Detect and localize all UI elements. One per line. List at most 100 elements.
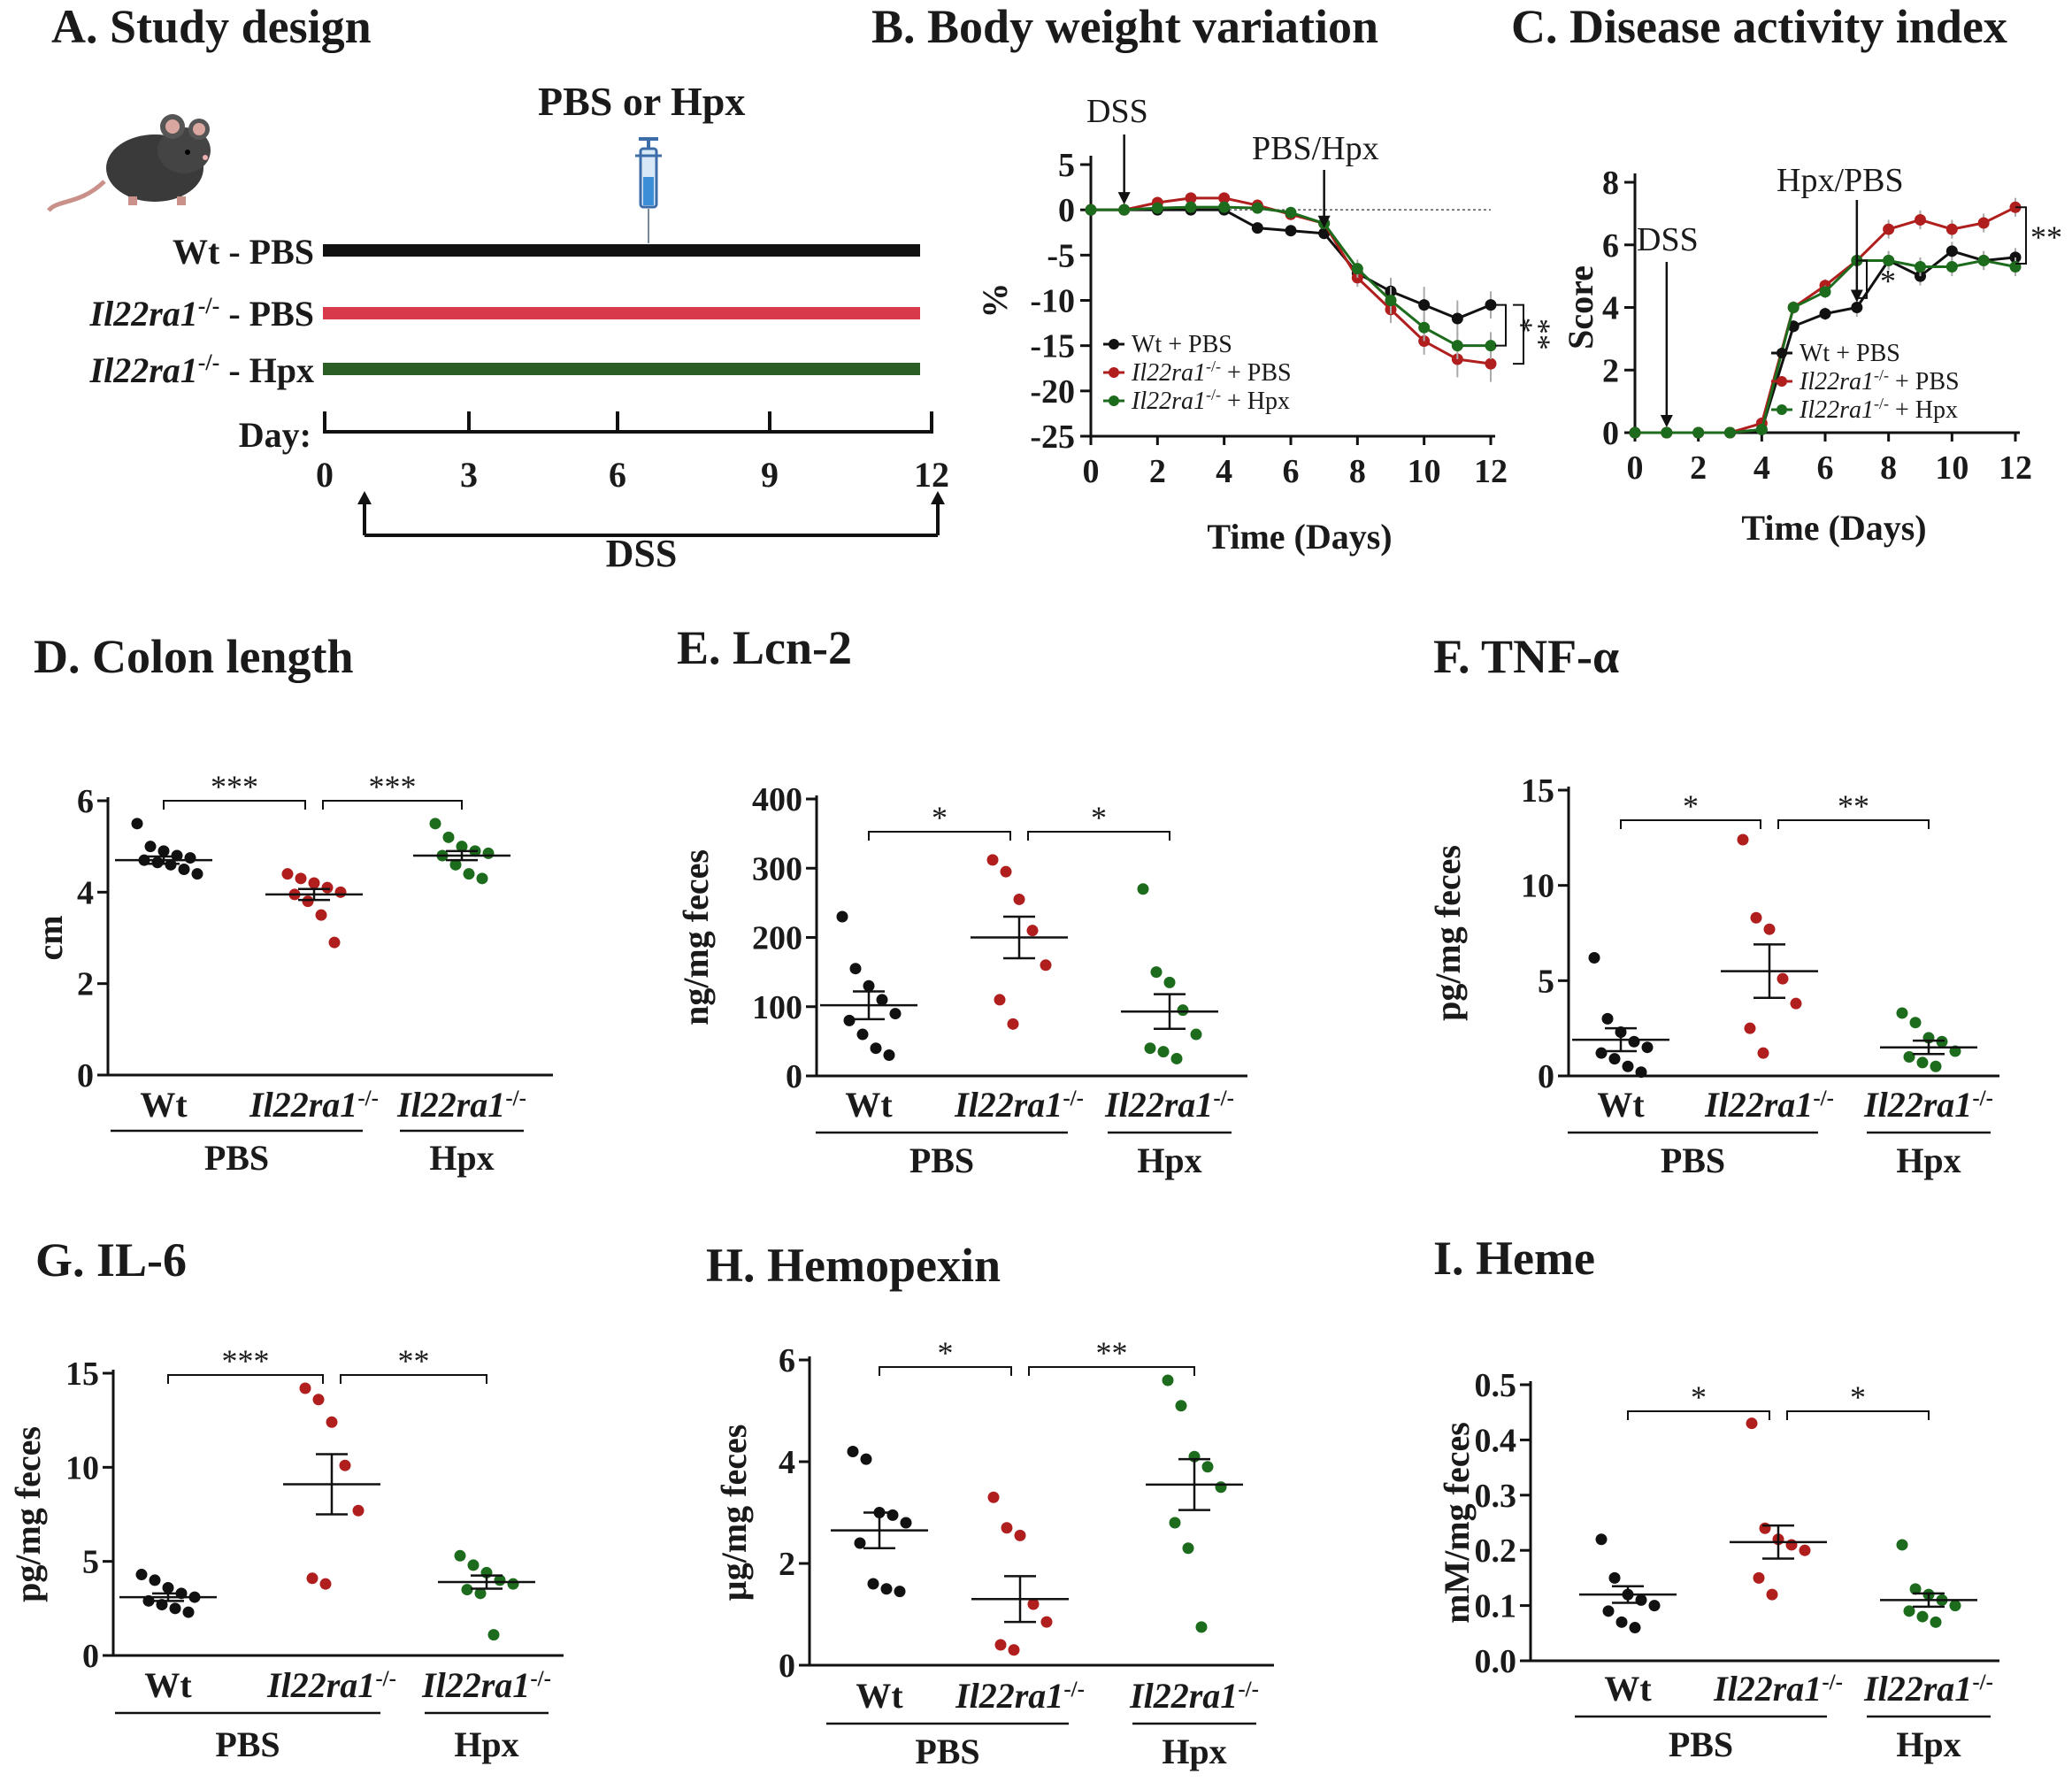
- treatment-label: Hpx: [1137, 1141, 1201, 1180]
- panel-a-study-design: A. Study design PBS or Hpx W: [47, 0, 949, 575]
- group-label: Wt: [856, 1676, 903, 1716]
- data-point: [1351, 263, 1363, 275]
- treatment-label: Hpx: [429, 1138, 494, 1178]
- x-tick-label: 12: [1999, 449, 2032, 487]
- y-axis-label: Score: [1561, 265, 1600, 349]
- data-point: [1215, 1481, 1227, 1494]
- data-point: [1451, 312, 1463, 325]
- annotation-arrowhead: [1660, 415, 1673, 427]
- data-point: [326, 1416, 338, 1428]
- significance-bracket: [868, 831, 1011, 841]
- data-point: [1385, 295, 1397, 306]
- y-tick-label: 0.1: [1475, 1588, 1517, 1625]
- data-point: [870, 1042, 882, 1055]
- panel-h-hemopexin: H. Hemopexin 0 2 4 6 µg/mg feces Wt Il22ra1-/- I…: [706, 1239, 1274, 1771]
- y-tick-label: 5: [82, 1544, 99, 1581]
- data-point: [880, 1583, 893, 1595]
- significance-label: *: [1091, 800, 1107, 835]
- data-point: [1001, 1522, 1013, 1534]
- data-point: [1648, 1600, 1661, 1612]
- data-point: [1418, 321, 1431, 334]
- mouse-icon: [47, 114, 211, 212]
- data-point: [1977, 217, 1990, 229]
- group-label: Il22ra1-/-: [396, 1085, 526, 1125]
- significance-bracket: [340, 1374, 487, 1384]
- data-point: [987, 1491, 1000, 1503]
- significance-label: **: [1838, 788, 1869, 824]
- data-point: [867, 1578, 879, 1590]
- data-point: [994, 994, 1006, 1006]
- data-point: [295, 872, 307, 885]
- y-tick-label: 0.2: [1475, 1532, 1517, 1570]
- data-point: [178, 864, 190, 875]
- treatment-row-wt-pbs: Wt - PBS: [173, 232, 920, 272]
- data-point: [1930, 1616, 1942, 1628]
- group-2: [413, 818, 510, 885]
- panel-g-il6: G. IL-6 0 5 10 15 pg/mg feces Wt Il22ra1-/- Il22…: [8, 1233, 564, 1764]
- data-point: [1013, 893, 1025, 905]
- legend-entry: Wt + PBS: [1132, 331, 1232, 358]
- data-point: [482, 847, 495, 859]
- day-tick-0: 0: [316, 455, 334, 495]
- y-tick-label: 6: [77, 783, 94, 820]
- data-point: [1785, 1539, 1798, 1551]
- x-axis-label: Time (Days): [1741, 508, 1926, 548]
- legend-entry: Il22ra1-/- + PBS: [1131, 357, 1292, 387]
- panel-title: I. Heme: [1433, 1232, 1595, 1285]
- group-label: Wt: [845, 1085, 893, 1125]
- data-point: [1819, 286, 1831, 298]
- data-point: [863, 979, 875, 992]
- data-point: [162, 1581, 174, 1594]
- group-0: [119, 1569, 217, 1618]
- data-point: [1485, 299, 1497, 311]
- data-point: [1930, 1060, 1942, 1072]
- y-tick-label: 0: [1602, 415, 1619, 452]
- data-point: [856, 1028, 869, 1041]
- data-point: [886, 1509, 899, 1521]
- significance-bracket: [167, 1374, 324, 1384]
- group-2: [1121, 883, 1218, 1064]
- y-tick-label: 0: [1538, 1058, 1554, 1095]
- day-tick-12: 12: [914, 455, 949, 495]
- x-tick-label: 12: [1474, 453, 1508, 490]
- y-tick-label: 2: [1602, 352, 1619, 389]
- y-tick-label: 6: [1602, 227, 1619, 265]
- annotation-label: DSS: [1637, 221, 1699, 258]
- data-point: [1251, 222, 1263, 234]
- significance-label: *: [1850, 1379, 1866, 1415]
- data-point: [1949, 1600, 1961, 1612]
- significance-label: **: [398, 1343, 430, 1379]
- row-label-wt-pbs: Wt - PBS: [173, 232, 314, 272]
- data-point: [299, 1382, 311, 1394]
- x-tick-label: 6: [1283, 453, 1300, 490]
- treatment-row-ko-pbs: Il22ra1-/- - PBS: [89, 293, 920, 334]
- group-label: Wt: [1604, 1669, 1652, 1709]
- day-axis-label: Day:: [239, 415, 311, 455]
- group-2: [438, 1549, 535, 1641]
- data-point: [1746, 1417, 1758, 1430]
- data-point: [1759, 1522, 1771, 1534]
- data-point: [1916, 1056, 1929, 1069]
- group-label: Il22ra1-/-: [1713, 1669, 1843, 1709]
- data-point: [1185, 192, 1197, 204]
- data-point: [1909, 1583, 1922, 1595]
- data-point: [1602, 1605, 1615, 1617]
- data-point: [1251, 202, 1263, 214]
- significance-label: **: [1522, 319, 1557, 350]
- y-axis-label: %: [975, 283, 1015, 319]
- annotation-label: DSS: [1086, 93, 1148, 130]
- data-point: [1040, 959, 1052, 972]
- significance-bracket: [879, 1366, 1012, 1376]
- significance-label: *: [932, 800, 948, 835]
- treatment-label: Hpx: [454, 1724, 518, 1764]
- annotation-label: PBS/Hpx: [1252, 130, 1379, 167]
- group-label: Il22ra1-/-: [955, 1676, 1085, 1716]
- data-point: [308, 877, 320, 889]
- y-tick-label: 4: [1602, 290, 1619, 327]
- y-axis-label: cm: [30, 915, 70, 960]
- group-1: [1730, 1417, 1827, 1601]
- data-point: [1000, 865, 1012, 878]
- data-point: [1661, 426, 1673, 439]
- y-tick-label: 200: [752, 920, 802, 957]
- treatment-label: PBS: [204, 1138, 269, 1178]
